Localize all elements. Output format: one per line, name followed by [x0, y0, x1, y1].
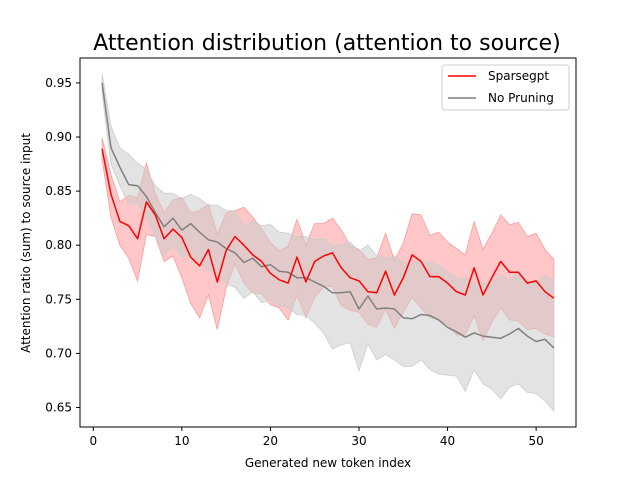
x-tick-label: 40 [440, 434, 455, 448]
x-tick-label: 50 [529, 434, 544, 448]
chart-title: Attention distribution (attention to sou… [93, 31, 561, 56]
series-lines [101, 82, 555, 349]
y-tick-label: 0.95 [45, 76, 72, 90]
x-axis-label: Generated new token index [245, 456, 411, 470]
x-axis-ticks: 0 10 20 30 40 50 [89, 427, 544, 448]
plot-frame [79, 57, 577, 428]
y-tick-label: 0.65 [45, 401, 72, 415]
no-pruning-legend-label: No Pruning [488, 91, 554, 105]
y-axis-label: Attention ratio (sum) to source input [19, 133, 33, 353]
y-tick-label: 0.75 [45, 292, 72, 306]
x-tick-label: 0 [89, 434, 97, 448]
sparsegpt-line [101, 148, 555, 299]
y-axis-ticks: 0.65 0.70 0.75 0.80 0.85 0.90 0.95 [45, 76, 80, 415]
legend: Sparsegpt No Pruning [441, 64, 570, 111]
y-tick-label: 0.90 [45, 130, 72, 144]
x-tick-label: 20 [263, 434, 278, 448]
no-pruning-band [101, 74, 555, 412]
sparsegpt-legend-label: Sparsegpt [488, 69, 549, 83]
y-tick-label: 0.85 [45, 184, 72, 198]
x-tick-label: 30 [351, 434, 366, 448]
y-tick-label: 0.70 [45, 346, 72, 360]
y-tick-label: 0.80 [45, 238, 72, 252]
no-pruning-line [101, 82, 555, 349]
x-tick-label: 10 [174, 434, 189, 448]
confidence-bands [101, 74, 555, 412]
